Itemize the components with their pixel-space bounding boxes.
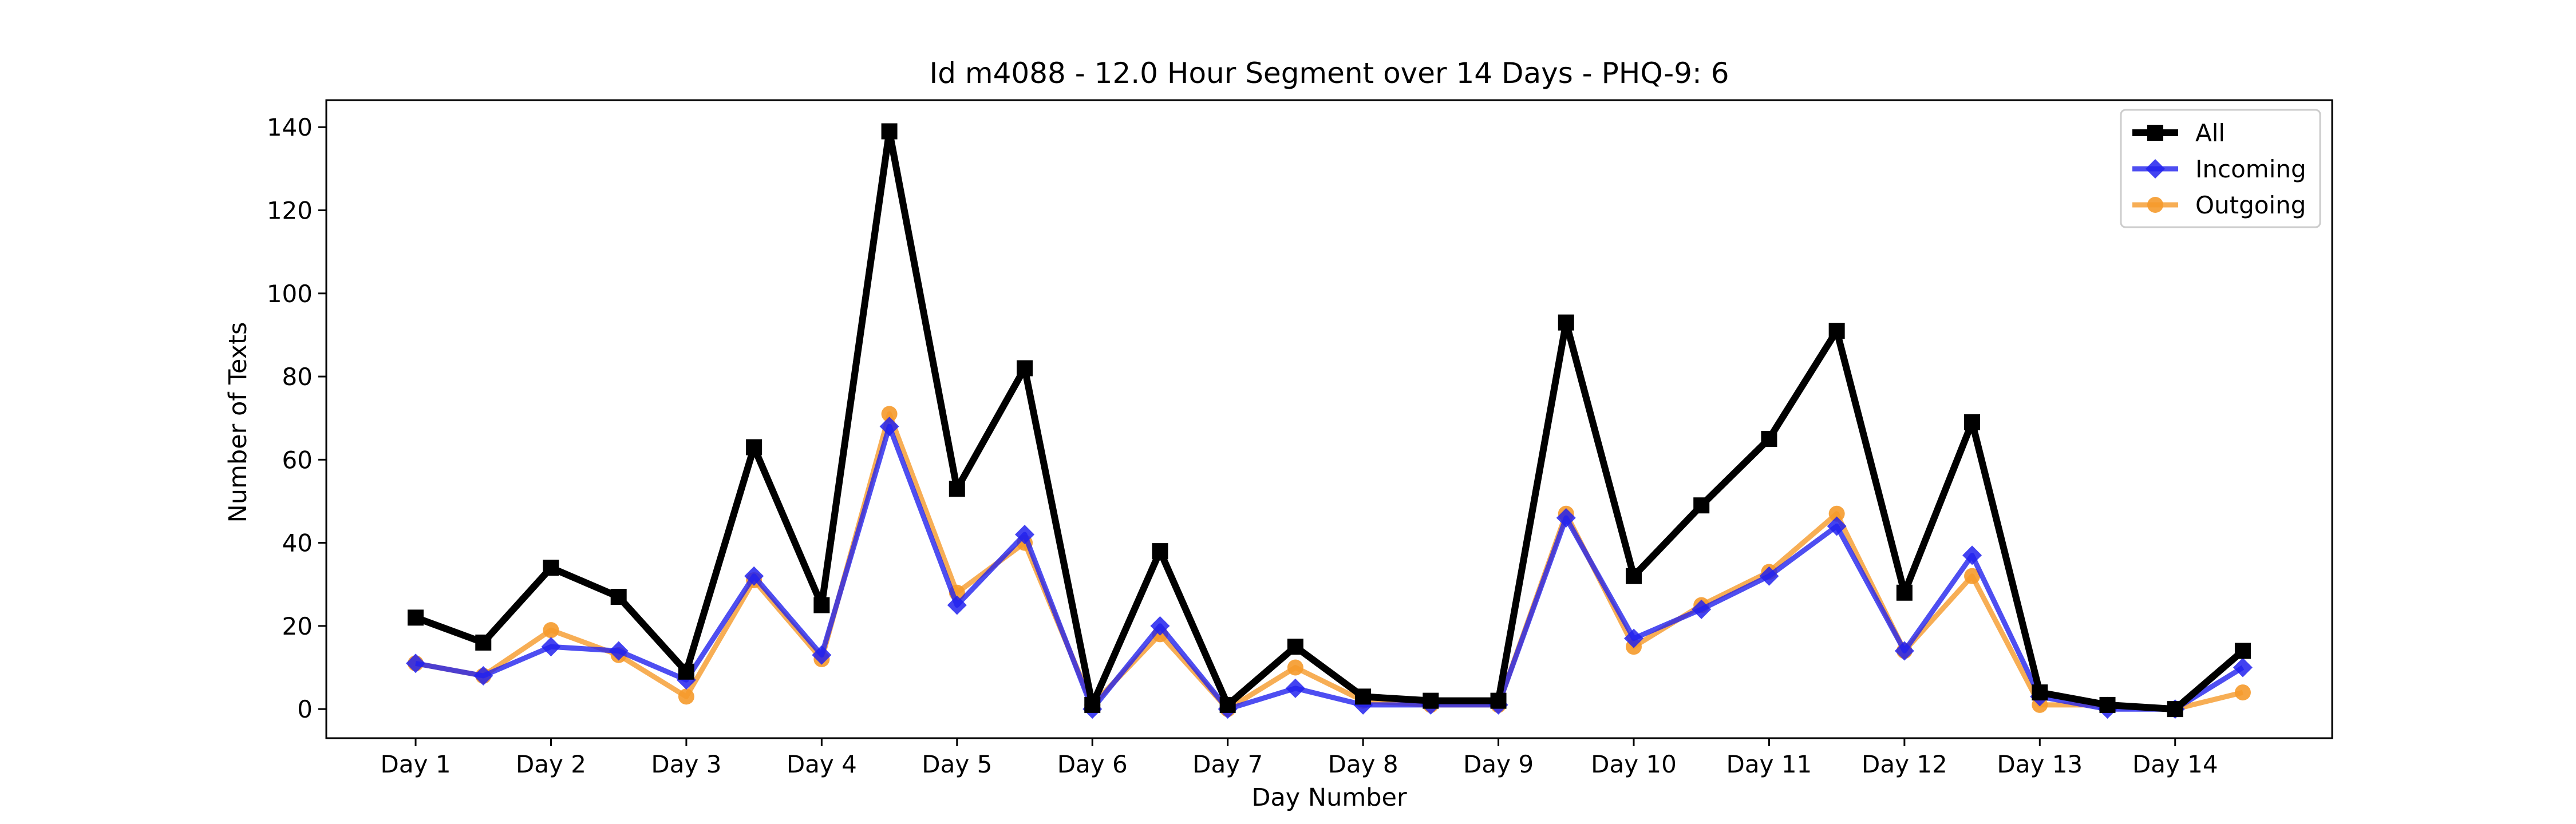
data-point-all xyxy=(408,609,424,626)
x-tick-label: Day 8 xyxy=(1328,750,1398,778)
legend-marker-outgoing xyxy=(2147,197,2163,213)
legend-label-outgoing: Outgoing xyxy=(2195,191,2306,219)
y-tick-label: 80 xyxy=(282,363,313,391)
x-tick-label: Day 4 xyxy=(787,750,857,778)
data-point-all xyxy=(543,560,559,576)
data-point-all xyxy=(1490,692,1507,709)
data-point-all xyxy=(1964,414,1981,430)
data-point-incoming xyxy=(541,637,561,657)
data-point-incoming xyxy=(1759,566,1779,586)
x-tick-label: Day 12 xyxy=(1862,750,1947,778)
data-point-incoming xyxy=(406,653,426,674)
data-point-all xyxy=(2099,696,2116,713)
x-tick-label: Day 2 xyxy=(516,750,586,778)
data-point-incoming xyxy=(1827,516,1847,536)
data-point-all xyxy=(1625,568,1642,584)
data-point-all xyxy=(746,439,762,455)
x-tick-label: Day 10 xyxy=(1591,750,1677,778)
x-tick-label: Day 7 xyxy=(1192,750,1263,778)
data-point-all xyxy=(1828,323,1845,339)
data-point-outgoing xyxy=(2234,684,2251,701)
data-point-all xyxy=(1693,497,1710,514)
y-axis-label: Number of Texts xyxy=(224,322,252,523)
data-point-all xyxy=(1152,543,1168,560)
series-line-all xyxy=(414,128,2245,713)
data-point-all xyxy=(678,663,694,680)
legend-marker-incoming xyxy=(2146,159,2165,179)
x-tick-label: Day 5 xyxy=(922,750,992,778)
data-point-outgoing xyxy=(678,688,694,705)
x-tick-label: Day 9 xyxy=(1463,750,1534,778)
legend-marker-all xyxy=(2147,125,2163,141)
data-point-all xyxy=(1558,314,1574,331)
y-tick-label: 60 xyxy=(282,446,313,474)
data-point-incoming xyxy=(947,595,967,615)
data-point-incoming xyxy=(879,417,899,437)
data-point-incoming xyxy=(1623,628,1643,648)
x-tick-label: Day 3 xyxy=(651,750,721,778)
data-point-all xyxy=(1355,688,1372,705)
data-point-all xyxy=(1017,360,1033,377)
x-axis-label: Day Number xyxy=(1251,783,1407,812)
data-point-all xyxy=(2167,701,2183,718)
data-point-incoming xyxy=(609,641,629,661)
data-point-all xyxy=(1084,696,1101,713)
data-point-outgoing xyxy=(881,406,898,422)
data-point-all xyxy=(881,123,898,140)
x-tick-label: Day 11 xyxy=(1726,750,1812,778)
data-point-incoming xyxy=(473,666,493,686)
x-tick-label: Day 13 xyxy=(1997,750,2083,778)
data-point-incoming xyxy=(1285,678,1305,698)
series-all xyxy=(408,123,2251,718)
data-point-incoming xyxy=(1150,616,1170,636)
data-point-incoming xyxy=(2233,657,2253,678)
data-point-all xyxy=(1423,692,1439,709)
data-point-incoming xyxy=(1015,525,1035,545)
x-tick-label: Day 1 xyxy=(381,750,451,778)
y-tick-label: 120 xyxy=(267,196,313,224)
data-point-all xyxy=(1219,696,1236,713)
y-tick-label: 20 xyxy=(282,612,313,640)
data-point-outgoing xyxy=(1287,659,1303,676)
data-point-incoming xyxy=(744,566,764,586)
data-point-outgoing xyxy=(1828,505,1845,522)
data-point-all xyxy=(475,634,492,651)
data-point-all xyxy=(949,481,965,497)
data-point-all xyxy=(1761,431,1777,447)
data-point-all xyxy=(2032,684,2048,701)
y-tick-label: 140 xyxy=(267,113,313,141)
plot-frame xyxy=(325,99,2333,739)
legend: All Incoming Outgoing xyxy=(2120,109,2321,228)
data-point-all xyxy=(813,597,830,613)
data-point-all xyxy=(2234,643,2251,659)
x-tick-label: Day 14 xyxy=(2132,750,2218,778)
data-point-all xyxy=(1287,639,1303,655)
legend-box xyxy=(2120,109,2321,228)
data-point-all xyxy=(1896,584,1913,601)
series-line-outgoing xyxy=(415,411,2244,712)
data-point-incoming xyxy=(812,645,832,665)
data-point-outgoing xyxy=(543,622,559,639)
data-point-incoming xyxy=(1894,641,1914,661)
chart-title: Id m4088 - 12.0 Hour Segment over 14 Day… xyxy=(929,57,1729,90)
y-tick-label: 100 xyxy=(267,280,313,308)
data-point-all xyxy=(610,589,627,605)
data-point-outgoing xyxy=(1964,568,1981,584)
legend-label-incoming: Incoming xyxy=(2195,155,2306,183)
y-tick-label: 40 xyxy=(282,529,313,557)
data-point-incoming xyxy=(1556,508,1576,528)
y-tick-label: 0 xyxy=(297,695,313,723)
plot-area: 0 20 40 60 80 100 120 140 Day 1 Day 2 Day 3 Day 4 Da… xyxy=(267,99,2333,778)
data-point-incoming xyxy=(1962,545,1982,565)
x-tick-label: Day 6 xyxy=(1057,750,1128,778)
legend-label-all: All xyxy=(2195,119,2225,147)
data-point-incoming xyxy=(1692,599,1712,619)
series-line-incoming xyxy=(415,423,2245,712)
